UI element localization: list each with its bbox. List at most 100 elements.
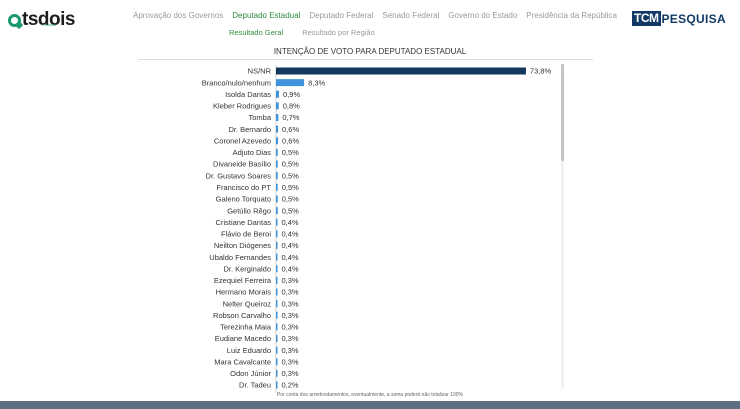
bar[interactable] bbox=[276, 381, 278, 389]
value-label: 0,5% bbox=[282, 183, 299, 192]
bar[interactable] bbox=[276, 172, 278, 180]
value-label: 0,4% bbox=[282, 241, 299, 250]
title-divider bbox=[138, 59, 593, 60]
bar[interactable] bbox=[276, 288, 278, 296]
category-label: Coronel Azevedo bbox=[214, 136, 271, 145]
bar[interactable] bbox=[276, 160, 278, 168]
category-label: Flávio de Beroi bbox=[221, 230, 271, 239]
category-label: Nelter Queiroz bbox=[223, 299, 272, 308]
bottom-bar bbox=[0, 401, 740, 409]
category-label: Adjuto Dias bbox=[233, 148, 272, 157]
nav-aprovacao-governos[interactable]: Aprovação dos Governos bbox=[133, 11, 224, 20]
category-label: Neilton Diógenes bbox=[214, 241, 271, 250]
category-label: Dr. Kerginaldo bbox=[223, 264, 271, 273]
value-label: 0,6% bbox=[282, 136, 299, 145]
value-label: 0,4% bbox=[282, 218, 299, 227]
value-label: 0,3% bbox=[282, 288, 299, 297]
value-label: 0,7% bbox=[282, 113, 299, 122]
chart-title: INTENÇÃO DE VOTO PARA DEPUTADO ESTADUAL bbox=[273, 47, 467, 56]
category-label: Dr. Tadeu bbox=[239, 381, 271, 390]
category-label: Isolda Dantas bbox=[225, 90, 271, 99]
bar[interactable] bbox=[276, 207, 278, 215]
subnav-resultado-geral[interactable]: Resultado Geral bbox=[229, 28, 284, 37]
value-label: 0,3% bbox=[282, 323, 299, 332]
category-label: NS/NR bbox=[248, 67, 272, 76]
category-label: Ubaldo Fernandes bbox=[209, 253, 271, 262]
bar[interactable] bbox=[276, 230, 278, 238]
nav-presidencia-republica[interactable]: Presidência da República bbox=[526, 11, 617, 20]
value-label: 0,2% bbox=[282, 381, 299, 390]
bar[interactable] bbox=[276, 79, 305, 87]
bar[interactable] bbox=[276, 300, 278, 308]
bar[interactable] bbox=[276, 369, 278, 377]
category-label: Galeno Torquato bbox=[216, 195, 271, 204]
bar[interactable] bbox=[276, 265, 278, 273]
main-nav: Aprovação dos Governos Deputado Estadual… bbox=[133, 11, 626, 20]
category-label: Terezinha Maia bbox=[220, 323, 272, 332]
value-label: 0,3% bbox=[282, 346, 299, 355]
chart-scrollbar-thumb[interactable] bbox=[561, 64, 564, 161]
value-label: 0,3% bbox=[282, 334, 299, 343]
category-label: Getúlio Rêgo bbox=[227, 206, 271, 215]
value-label: 0,3% bbox=[282, 357, 299, 366]
value-label: 0,5% bbox=[282, 195, 299, 204]
category-label: Eudiane Macedo bbox=[215, 334, 271, 343]
category-label: Tomba bbox=[248, 113, 271, 122]
value-label: 0,4% bbox=[282, 264, 299, 273]
bar[interactable] bbox=[276, 195, 278, 203]
top-navigation-bar: tsdois notícias Aprovação dos Governos D… bbox=[0, 0, 740, 42]
value-label: 0,3% bbox=[282, 369, 299, 378]
nav-deputado-estadual[interactable]: Deputado Estadual bbox=[232, 11, 301, 20]
value-label: 0,3% bbox=[282, 276, 299, 285]
tcm-pesquisa-logo: TCM PESQUISA bbox=[632, 11, 726, 26]
value-label: 73,8% bbox=[530, 67, 552, 76]
bar[interactable] bbox=[276, 358, 278, 366]
category-label: Hermano Morais bbox=[216, 288, 272, 297]
category-label: Branco/nulo/nenhum bbox=[202, 78, 271, 87]
pesquisa-text: PESQUISA bbox=[661, 11, 726, 26]
logo-ring-icon bbox=[8, 13, 21, 27]
nav-deputado-federal[interactable]: Deputado Federal bbox=[309, 11, 374, 20]
category-label: Ezequiel Ferreira bbox=[214, 276, 272, 285]
category-label: Mara Cavalcante bbox=[214, 357, 271, 366]
category-label: Divaneide Basílio bbox=[213, 160, 271, 169]
value-label: 0,4% bbox=[282, 230, 299, 239]
chart-scrollbar-track[interactable] bbox=[561, 64, 564, 389]
bar[interactable] bbox=[276, 218, 278, 226]
bar[interactable] bbox=[276, 148, 278, 156]
bar[interactable] bbox=[276, 114, 279, 122]
nav-governo-estado[interactable]: Governo do Estado bbox=[448, 11, 518, 20]
category-label: Cristiane Dantas bbox=[216, 218, 272, 227]
value-label: 0,5% bbox=[282, 160, 299, 169]
category-label: Dr. Gustavo Soares bbox=[206, 171, 272, 180]
bar[interactable] bbox=[276, 346, 278, 354]
subnav-resultado-por-regiao[interactable]: Resultado por Região bbox=[302, 28, 375, 37]
bar[interactable] bbox=[276, 253, 278, 261]
bar[interactable] bbox=[276, 323, 278, 331]
tcm-box: TCM bbox=[632, 11, 661, 26]
bar[interactable] bbox=[276, 125, 279, 133]
value-label: 0,4% bbox=[282, 253, 299, 262]
nav-senado-federal[interactable]: Senado Federal bbox=[382, 11, 440, 20]
category-label: Luiz Eduardo bbox=[227, 346, 271, 355]
value-label: 0,5% bbox=[282, 171, 299, 180]
bar[interactable] bbox=[276, 276, 278, 284]
category-label: Dr. Bernardo bbox=[228, 125, 271, 134]
bar[interactable] bbox=[276, 67, 526, 75]
value-label: 0,8% bbox=[283, 102, 300, 111]
value-label: 8,3% bbox=[308, 78, 325, 87]
bar[interactable] bbox=[276, 102, 279, 110]
bar[interactable] bbox=[276, 311, 278, 319]
category-label: Robson Carvalho bbox=[213, 311, 271, 320]
tsdois-logo[interactable]: tsdois bbox=[8, 9, 75, 31]
sub-nav: Resultado Geral Resultado por Região bbox=[229, 28, 394, 37]
bar[interactable] bbox=[276, 241, 278, 249]
bar[interactable] bbox=[276, 334, 278, 342]
bar[interactable] bbox=[276, 183, 278, 191]
category-label: Kleber Rodrigues bbox=[213, 102, 271, 111]
bar[interactable] bbox=[276, 137, 279, 145]
value-label: 0,3% bbox=[282, 311, 299, 320]
bar[interactable] bbox=[276, 90, 280, 98]
category-label: Odon Júnior bbox=[230, 369, 271, 378]
